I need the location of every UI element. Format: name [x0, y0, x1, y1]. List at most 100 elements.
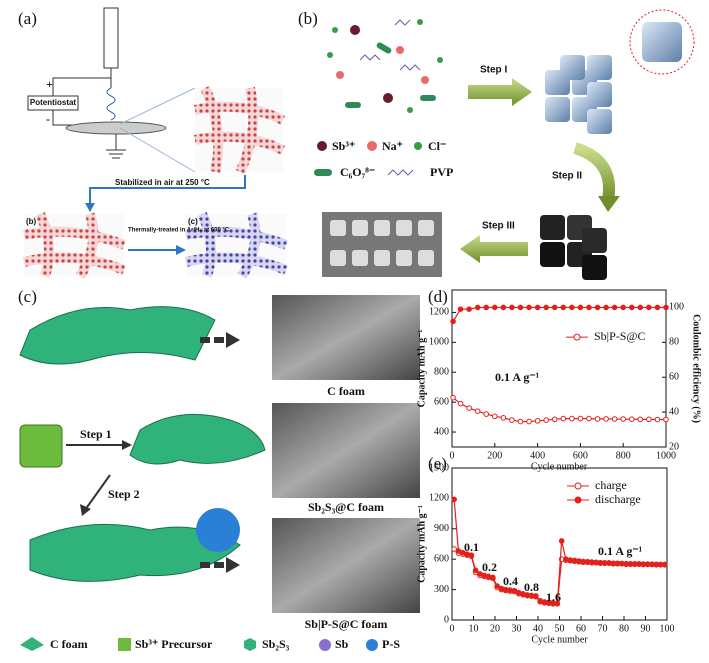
- precursor: [19, 424, 63, 468]
- data-point: [490, 574, 496, 581]
- data-point: [663, 304, 669, 311]
- x-tick-label: 30: [512, 623, 522, 634]
- data-point: [517, 418, 524, 425]
- x-tick-label: 60: [576, 623, 586, 634]
- data-point: [577, 415, 584, 422]
- x-tick-label: 40: [533, 623, 543, 634]
- ground-sym: [106, 149, 126, 159]
- fibers: [193, 85, 286, 175]
- data-point: [483, 411, 490, 417]
- sem-image: [272, 518, 420, 613]
- y-tick-label: 400: [434, 426, 449, 437]
- y2-tick-label: 100: [669, 302, 684, 313]
- data-point: [450, 318, 456, 325]
- c-foam: [29, 523, 241, 582]
- step-label: Step II: [552, 171, 582, 182]
- jet: [106, 87, 116, 121]
- y-axis-label: Capacity mAh g⁻¹: [416, 330, 427, 408]
- step-label: Step I: [480, 65, 507, 76]
- annotation: 0.1 A g⁻¹: [495, 370, 540, 384]
- sem-image: [272, 295, 420, 380]
- legend-label: Sb³⁺ Precursor: [135, 637, 213, 651]
- arrow-head: [122, 440, 132, 450]
- data-point: [534, 304, 541, 311]
- data-point: [611, 416, 618, 422]
- potentiostat: Potentiostat: [30, 98, 77, 107]
- pores: [330, 220, 434, 266]
- data-point: [472, 567, 479, 574]
- species: C₆O₇⁸⁻: [340, 165, 375, 179]
- y-tick-label: 600: [434, 553, 449, 564]
- data-point: [468, 552, 475, 558]
- legend-swatch: [317, 141, 327, 151]
- data-point: [594, 416, 601, 422]
- legend-label: Sb₂S₃: [262, 637, 290, 651]
- panel-label: (b): [298, 9, 318, 28]
- data-point: [551, 416, 558, 423]
- y-axis-label: Capacity mAh g⁻¹: [416, 505, 427, 583]
- legend-marker: [574, 496, 582, 504]
- cube-stack: [545, 55, 612, 134]
- species: PVP: [430, 165, 453, 179]
- y-tick-label: 600: [434, 396, 449, 407]
- step-arrow: [573, 142, 615, 202]
- x-tick-label: 20: [490, 623, 500, 634]
- legend-swatch: [366, 639, 378, 651]
- data-point: [492, 413, 498, 420]
- data-point: [457, 306, 464, 312]
- sub-label: (c): [188, 217, 198, 226]
- data-point: [483, 304, 490, 311]
- c-foam: [129, 413, 266, 465]
- data-point: [500, 415, 507, 421]
- legend-swatch: [367, 141, 377, 151]
- data-point: [620, 304, 627, 311]
- data-point: [646, 416, 652, 423]
- data-point: [594, 304, 601, 311]
- data-point: [509, 417, 515, 423]
- legend-label: Sb|P-S@C: [594, 329, 645, 343]
- annotation: 1.6: [546, 590, 561, 604]
- data-point: [628, 304, 635, 311]
- data-point: [628, 416, 635, 422]
- data-point: [457, 400, 464, 407]
- data-point: [637, 304, 644, 311]
- x-tick-label: 400: [530, 450, 545, 461]
- y-tick-label: 300: [434, 584, 449, 595]
- x-axis-label: Cycle number: [531, 634, 588, 645]
- fibers: [184, 211, 288, 279]
- caption: Sb|P-S@C foam: [305, 617, 388, 631]
- arrow-head: [80, 504, 91, 516]
- fibers: [22, 211, 126, 279]
- legend-label: Sb: [335, 637, 349, 651]
- x-tick-label: 0: [450, 450, 455, 461]
- annotation: 0.2: [482, 560, 497, 574]
- data-point: [526, 304, 532, 311]
- x-tick-label: 0: [450, 623, 455, 634]
- panel-b: (b) Sb³⁺ Na⁺ Cl⁻ C₆O₇⁸⁻ PVP Step I Step: [298, 9, 695, 280]
- data-point: [534, 418, 541, 424]
- data-point: [474, 408, 481, 414]
- data-point: [500, 304, 507, 311]
- legend-swatch: [314, 169, 332, 176]
- x-tick-label: 70: [598, 623, 608, 634]
- flow-arrow: [89, 175, 246, 205]
- legend-swatch: [244, 638, 256, 651]
- legend-label: P-S: [382, 637, 400, 651]
- plot-frame: [451, 289, 667, 448]
- caption: Sb₂S₃@C foam: [308, 500, 384, 514]
- step-label: Step III: [482, 221, 515, 232]
- arrow-head: [85, 203, 95, 212]
- panel-label: (d): [428, 287, 448, 306]
- arrow-head: [226, 332, 240, 348]
- data-point: [637, 416, 644, 423]
- data-point: [450, 394, 456, 401]
- legend-swatch: [387, 169, 414, 176]
- data-point: [511, 587, 518, 594]
- legend-label: C foam: [50, 637, 88, 651]
- data-point: [603, 416, 609, 422]
- y-tick-label: 800: [434, 367, 449, 378]
- data-point: [663, 416, 669, 423]
- step-label: Step 2: [108, 487, 140, 501]
- sem-image: [272, 403, 420, 498]
- step-label: Step 1: [80, 427, 112, 441]
